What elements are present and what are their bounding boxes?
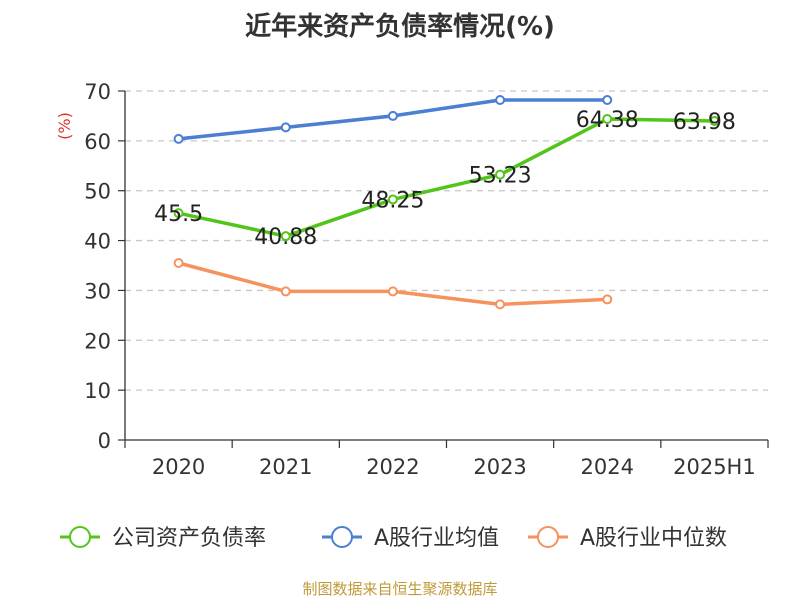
- grid-lines: [125, 90, 768, 391]
- data-point: [495, 169, 506, 180]
- y-tick-label: 70: [84, 80, 111, 104]
- y-tick-label: 60: [84, 130, 111, 154]
- legend-item[interactable]: A股行业中位数: [528, 526, 727, 551]
- x-tick-label: 2020: [152, 455, 205, 479]
- x-tick-label: 2021: [259, 455, 312, 479]
- chart-title: 近年来资产负债率情况(%): [245, 12, 555, 42]
- legend-item[interactable]: 公司资产负债率: [60, 526, 266, 551]
- y-tick-label: 10: [84, 379, 111, 403]
- x-tick-label: 2023: [473, 455, 526, 479]
- y-tick-label: 20: [84, 329, 111, 353]
- data-point: [602, 94, 613, 105]
- data-point: [173, 208, 184, 219]
- data-point: [387, 194, 398, 205]
- y-tick-label: 40: [84, 230, 111, 254]
- data-point: [173, 258, 184, 269]
- legend-label: A股行业均值: [374, 526, 499, 551]
- data-label: 45.5: [154, 202, 203, 227]
- data-point: [602, 114, 613, 125]
- legend-label: 公司资产负债率: [112, 526, 266, 551]
- data-point: [387, 110, 398, 121]
- y-tick-label: 50: [84, 180, 111, 204]
- data-point: [173, 133, 184, 144]
- data-point: [495, 94, 506, 105]
- x-ticks: 2020 2021 2022 2023 2024 2025H1: [124, 440, 769, 479]
- data-point: [280, 286, 291, 297]
- data-label: 64.38: [576, 108, 639, 133]
- data-point: [387, 286, 398, 297]
- axes: [124, 91, 768, 441]
- legend-marker: [537, 526, 559, 548]
- data-label: 63.98: [673, 110, 736, 135]
- data-point: [602, 294, 613, 305]
- y-tick-label: 0: [98, 429, 111, 453]
- x-tick-label: 2022: [366, 455, 419, 479]
- legend-marker: [69, 526, 91, 548]
- data-point: [495, 299, 506, 310]
- legend-item[interactable]: A股行业均值: [322, 526, 499, 551]
- y-axis-label: (%): [55, 112, 74, 140]
- data-point: [280, 122, 291, 133]
- data-label: 53.23: [469, 164, 532, 189]
- source-note: 制图数据来自恒生聚源数据库: [302, 580, 498, 598]
- legend: 公司资产负债率 A股行业均值 A股行业中位数: [60, 526, 727, 551]
- y-tick-label: 30: [84, 279, 111, 303]
- data-point: [709, 116, 720, 127]
- legend-label: A股行业中位数: [580, 526, 727, 551]
- data-label: 40.88: [254, 225, 317, 250]
- data-label: 48.25: [361, 188, 424, 213]
- series-line: [178, 117, 715, 238]
- x-tick-label: 2024: [581, 455, 634, 479]
- data-point: [280, 231, 291, 242]
- y-ticks: 0 10 20 30 40 50 60 70: [84, 80, 125, 453]
- series-line: [178, 261, 608, 307]
- x-tick-label: 2025H1: [673, 455, 756, 479]
- series-group: 45.5 40.88 48.25 53.23 64.38 63.98: [154, 94, 736, 310]
- legend-marker: [331, 526, 353, 548]
